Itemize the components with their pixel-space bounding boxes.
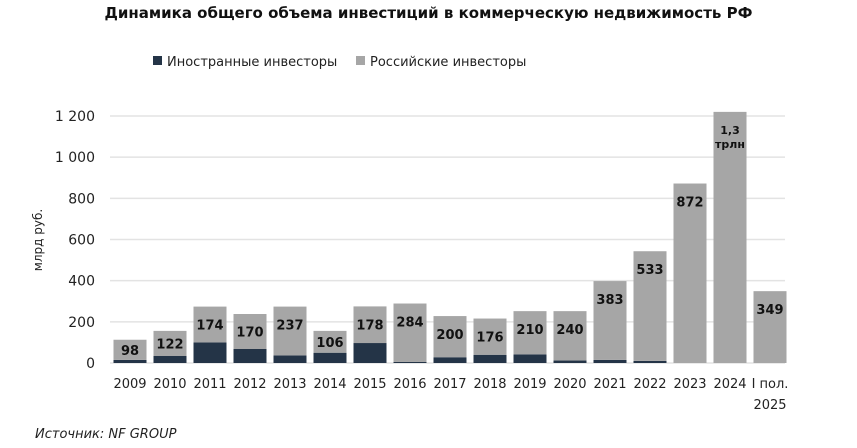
legend-swatch — [153, 56, 162, 65]
x-tick-label: 2016 — [393, 377, 426, 392]
x-tick-label: 2019 — [513, 377, 546, 392]
bar-russian — [433, 316, 467, 358]
bar-russian — [353, 306, 387, 344]
x-tick-label: 2010 — [153, 377, 186, 392]
x-tick-label: 2011 — [193, 377, 226, 392]
data-label: 349 — [756, 303, 783, 318]
y-tick-label: 600 — [68, 233, 95, 249]
bar-foreign — [553, 360, 587, 363]
x-tick-label: 2015 — [353, 377, 386, 392]
y-tick-label: 1 000 — [55, 150, 95, 166]
bar-russian — [553, 311, 587, 361]
y-tick-label: 400 — [68, 274, 95, 290]
bar-foreign — [313, 352, 347, 363]
y-tick-label: 200 — [68, 315, 95, 331]
y-tick-label: 800 — [68, 191, 95, 207]
legend-swatch — [356, 56, 365, 65]
data-label: 178 — [356, 318, 383, 333]
data-label: 533 — [636, 263, 663, 278]
x-tick-label: I пол. — [752, 377, 789, 392]
bar-russian — [513, 311, 547, 355]
data-label: 174 — [196, 319, 223, 334]
data-label: 106 — [316, 336, 343, 351]
x-tick-label: 2012 — [233, 377, 266, 392]
data-label: 284 — [396, 316, 423, 331]
y-tick-label: 0 — [86, 356, 95, 372]
data-label: 170 — [236, 326, 263, 341]
data-label: 176 — [476, 331, 503, 346]
bar-russian — [153, 330, 187, 357]
bar-foreign — [433, 357, 467, 363]
bar-russian — [393, 303, 427, 362]
legend-label: Иностранные инвесторы — [167, 55, 337, 70]
bar-foreign — [193, 342, 227, 363]
bar-foreign — [273, 355, 307, 363]
legend-label: Российские инвесторы — [370, 55, 526, 70]
data-label: 1,3 трлн — [715, 124, 745, 151]
data-label: 122 — [156, 337, 183, 352]
bar-russian — [593, 281, 627, 360]
bar-foreign — [473, 354, 507, 363]
bar-foreign — [393, 361, 427, 363]
bar-foreign — [113, 359, 147, 363]
x-tick-label: 2021 — [593, 377, 626, 392]
bar-foreign — [633, 360, 667, 363]
x-tick-label: 2022 — [633, 377, 666, 392]
bar-russian — [633, 251, 667, 361]
data-label: 98 — [121, 344, 139, 359]
data-label: 210 — [516, 323, 543, 338]
x-tick-label: 2014 — [313, 377, 346, 392]
bar-russian — [113, 339, 147, 360]
data-label: 240 — [556, 323, 583, 338]
chart-title: Динамика общего объема инвестиций в комм… — [104, 4, 753, 22]
bar-russian — [753, 291, 787, 363]
x-tick-label: 2020 — [553, 377, 586, 392]
bar-russian — [193, 306, 227, 343]
bar-foreign — [233, 349, 267, 363]
bar-foreign — [513, 354, 547, 363]
bar-russian — [673, 183, 707, 363]
x-tick-label: 2025 — [753, 398, 786, 413]
bar-foreign — [153, 356, 187, 363]
bar-russian — [233, 314, 267, 350]
data-label: 237 — [276, 319, 303, 334]
data-label: 200 — [436, 328, 463, 343]
y-axis-label: млрд руб. — [31, 209, 45, 271]
x-tick-label: 2018 — [473, 377, 506, 392]
x-tick-label: 2009 — [113, 377, 146, 392]
bar-russian — [713, 111, 747, 363]
x-tick-label: 2017 — [433, 377, 466, 392]
bar-russian — [273, 306, 307, 356]
bar-russian — [473, 318, 507, 355]
y-tick-label: 1 200 — [55, 109, 95, 125]
x-tick-label: 2023 — [673, 377, 706, 392]
data-label: 872 — [676, 196, 703, 211]
bar-foreign — [593, 359, 627, 363]
source-note: Источник: NF GROUP — [35, 427, 177, 442]
data-label: 383 — [596, 293, 623, 308]
x-tick-label: 2013 — [273, 377, 306, 392]
bar-russian — [313, 330, 347, 353]
bar-foreign — [353, 343, 387, 363]
x-tick-label: 2024 — [713, 377, 746, 392]
